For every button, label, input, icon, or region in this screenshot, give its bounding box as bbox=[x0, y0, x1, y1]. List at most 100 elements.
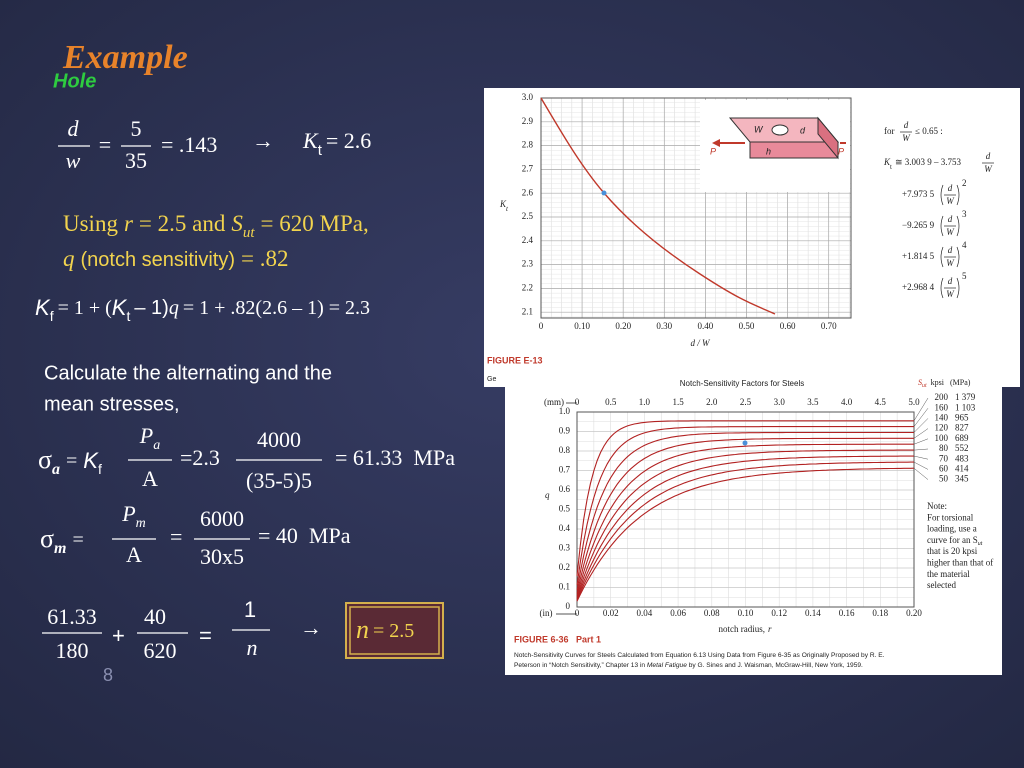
exponent: 2 bbox=[962, 178, 967, 188]
sut-mpa: 345 bbox=[955, 474, 969, 484]
q-line-val: = .82 bbox=[241, 246, 288, 271]
y-tick-label: 0 bbox=[566, 601, 571, 611]
note-line: curve for an Sut bbox=[927, 535, 983, 547]
leader-line bbox=[913, 428, 929, 439]
x-tick-label: 0 bbox=[539, 321, 544, 331]
page-number: 8 bbox=[103, 665, 113, 685]
y-tick-label: 2.8 bbox=[522, 140, 534, 150]
sut-mpa: 1 379 bbox=[955, 392, 976, 402]
text: σa = Kf bbox=[38, 445, 102, 478]
y-tick-label: 2.2 bbox=[522, 282, 533, 292]
q-curve bbox=[576, 420, 914, 577]
diagram-p-left: P bbox=[710, 146, 716, 156]
sigma-m-p: P bbox=[121, 501, 135, 526]
sigma-a-den: (35-5)5 bbox=[246, 468, 312, 493]
kf-k2-sub: t bbox=[126, 308, 130, 324]
sigma-a-p: P bbox=[139, 423, 153, 448]
y-tick-label: 0.1 bbox=[559, 582, 570, 592]
goodman-d2: 620 bbox=[144, 638, 177, 663]
group bbox=[576, 397, 929, 602]
sigma-a-a: A bbox=[142, 466, 158, 491]
goodman-n1: 61.33 bbox=[47, 604, 97, 629]
goodman-arrow: → bbox=[300, 615, 322, 640]
sigma-m-num: 6000 bbox=[200, 506, 244, 531]
figure-6-36-caption-line2: Peterson in “Notch Sensitivity,” Chapter… bbox=[514, 662, 647, 669]
title: Example bbox=[62, 39, 188, 76]
formula-k-sub: t bbox=[890, 163, 892, 171]
kf-c: = 1 + .82(2.6 – 1) = 2.3 bbox=[183, 297, 370, 319]
instruction: mean stresses, bbox=[44, 393, 180, 415]
y-tick-label: 0.8 bbox=[559, 445, 571, 455]
sut-mpa: 552 bbox=[955, 443, 969, 453]
y-tick-label: 2.3 bbox=[522, 259, 534, 269]
kf-b: – 1) bbox=[134, 297, 168, 319]
figure-e13-caption: FIGURE E-13 bbox=[487, 355, 543, 365]
formula-k: K bbox=[883, 157, 891, 167]
group: W d P P h Kt d / W for d W ≤ 0.65 : Kt ≅ … bbox=[484, 88, 1020, 387]
text: Pm bbox=[121, 501, 146, 531]
y-tick-label: 0.9 bbox=[559, 426, 571, 436]
answer-box bbox=[345, 602, 444, 659]
goodman-answer: = 2.5 bbox=[373, 620, 414, 642]
figure-e13-x-label: d / W bbox=[691, 338, 712, 348]
note-line: that is 20 kpsi bbox=[927, 546, 978, 556]
y-tick-label: 2.4 bbox=[522, 235, 534, 245]
goodman-d1: 180 bbox=[56, 638, 89, 663]
sut-kpsi: 120 bbox=[935, 423, 949, 433]
leader-line bbox=[913, 438, 929, 445]
q-curve bbox=[576, 449, 914, 599]
note-text: that is 20 kpsi bbox=[927, 546, 978, 556]
kf-k: K bbox=[35, 295, 51, 320]
x-tick-label: 0 bbox=[575, 608, 580, 618]
kf-k-sub: f bbox=[50, 308, 54, 324]
q-curve bbox=[576, 467, 915, 602]
sigma-m-den: 30x5 bbox=[200, 544, 244, 569]
using-r: r bbox=[124, 211, 134, 236]
top-tick-label: 5.0 bbox=[908, 397, 920, 407]
goodman-n3: 1 bbox=[244, 597, 256, 622]
sut-kpsi: 160 bbox=[935, 402, 949, 412]
top-tick-label: 2.5 bbox=[740, 397, 752, 407]
ratio-result: = .143 bbox=[161, 132, 217, 157]
q-curve bbox=[576, 431, 914, 591]
diagram-p-right: P bbox=[838, 146, 844, 156]
fraction-den: W bbox=[946, 258, 955, 268]
text: Using r = 2.5 and Sut = 620 MPa, bbox=[63, 211, 369, 241]
leader-line bbox=[913, 418, 929, 433]
note-sub: ut bbox=[978, 541, 983, 547]
figure-e13-caption-text: Ge bbox=[487, 376, 496, 383]
top-tick-label: 3.0 bbox=[774, 397, 786, 407]
note-text: For torsional bbox=[927, 512, 974, 522]
figure-e13-y-label-sub: t bbox=[506, 205, 509, 213]
diagram-d: d bbox=[800, 125, 806, 135]
sigma-m-p-sub: m bbox=[136, 516, 146, 531]
x-tick-label: 0.30 bbox=[656, 321, 672, 331]
top-tick-label: 1.0 bbox=[639, 397, 651, 407]
sigma-m-a: A bbox=[126, 542, 142, 567]
formula-for: for bbox=[884, 126, 895, 136]
fraction-num: d bbox=[948, 183, 953, 193]
top-tick-label: 0.5 bbox=[605, 397, 617, 407]
sigma-a-k-sub: f bbox=[98, 461, 102, 477]
top-tick-label: 1.5 bbox=[672, 397, 684, 407]
note-line: For torsional bbox=[927, 512, 974, 522]
using-end: = 620 MPa, bbox=[261, 211, 369, 236]
sut-mpa: 483 bbox=[955, 453, 969, 463]
note-text: Note: bbox=[927, 501, 947, 511]
figure-6-36-caption-line1: Notch-Sensitivity Curves for Steels Calc… bbox=[514, 652, 885, 659]
x-tick-label: 0.20 bbox=[615, 321, 631, 331]
answer-box-inner bbox=[349, 606, 440, 655]
hole bbox=[771, 124, 789, 136]
ratio-k: K bbox=[302, 128, 319, 153]
note-line: the material bbox=[927, 569, 970, 579]
figure-6-36-caption: FIGURE 6-36 Part 1 bbox=[514, 634, 601, 644]
sut-kpsi: 60 bbox=[939, 463, 949, 473]
ratio-arrow: → bbox=[252, 128, 274, 153]
note-line: loading, use a bbox=[927, 524, 977, 534]
top-tick-label: 3.5 bbox=[807, 397, 819, 407]
leader-line bbox=[913, 461, 929, 470]
fraction-den: W bbox=[946, 196, 955, 206]
note-text: loading, use a bbox=[927, 524, 977, 534]
figure-6-36-sut: S bbox=[918, 378, 922, 387]
